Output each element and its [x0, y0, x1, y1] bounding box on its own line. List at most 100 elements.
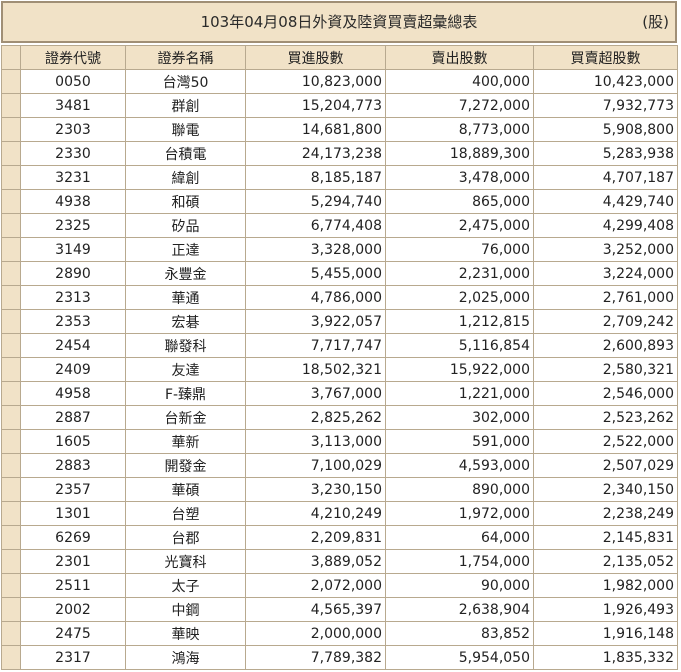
sell-shares-cell: 5,954,050	[385, 645, 534, 670]
stock-name-cell: 永豐金	[125, 261, 246, 286]
stock-name-cell: 光寶科	[125, 549, 246, 574]
buy-shares-cell: 18,502,321	[245, 357, 386, 382]
stock-name-cell: F-臻鼎	[125, 381, 246, 406]
net-shares-cell: 2,238,249	[533, 501, 678, 526]
stock-code-cell: 1301	[20, 501, 126, 526]
stock-name-cell: 群創	[125, 93, 246, 118]
row-marker	[1, 597, 21, 622]
table-row: 2409 友達 18,502,321 15,922,000 2,580,321	[1, 357, 678, 382]
table-row: 4958 F-臻鼎 3,767,000 1,221,000 2,546,000	[1, 381, 678, 406]
row-marker	[1, 213, 21, 238]
stock-name-cell: 華碩	[125, 477, 246, 502]
net-shares-cell: 2,580,321	[533, 357, 678, 382]
table-row: 3149 正達 3,328,000 76,000 3,252,000	[1, 237, 678, 262]
row-marker	[1, 333, 21, 358]
sell-shares-cell: 4,593,000	[385, 453, 534, 478]
net-shares-cell: 4,429,740	[533, 189, 678, 214]
buy-shares-cell: 2,825,262	[245, 405, 386, 430]
stock-name-cell: 鴻海	[125, 645, 246, 670]
stock-name-cell: 聯電	[125, 117, 246, 142]
stock-name-cell: 台郡	[125, 525, 246, 550]
column-header-buy-shares: 買進股數	[245, 45, 386, 70]
stock-name-cell: 華映	[125, 621, 246, 646]
stock-name-cell: 矽品	[125, 213, 246, 238]
stock-code-cell: 2325	[20, 213, 126, 238]
stock-name-cell: 華通	[125, 285, 246, 310]
row-marker	[1, 261, 21, 286]
net-shares-cell: 2,523,262	[533, 405, 678, 430]
stock-code-cell: 6269	[20, 525, 126, 550]
sell-shares-cell: 1,212,815	[385, 309, 534, 334]
table-row: 2454 聯發科 7,717,747 5,116,854 2,600,893	[1, 333, 678, 358]
sell-shares-cell: 90,000	[385, 573, 534, 598]
net-shares-cell: 2,546,000	[533, 381, 678, 406]
table-row: 3481 群創 15,204,773 7,272,000 7,932,773	[1, 93, 678, 118]
sell-shares-cell: 5,116,854	[385, 333, 534, 358]
row-marker	[1, 381, 21, 406]
stock-name-cell: 開發金	[125, 453, 246, 478]
sell-shares-cell: 2,475,000	[385, 213, 534, 238]
table-row: 2330 台積電 24,173,238 18,889,300 5,283,938	[1, 141, 678, 166]
buy-shares-cell: 10,823,000	[245, 69, 386, 94]
row-marker	[1, 285, 21, 310]
row-marker	[1, 453, 21, 478]
row-marker	[1, 69, 21, 94]
sell-shares-cell: 865,000	[385, 189, 534, 214]
sell-shares-cell: 400,000	[385, 69, 534, 94]
buy-shares-cell: 4,786,000	[245, 285, 386, 310]
stock-code-cell: 3231	[20, 165, 126, 190]
table-row: 2890 永豐金 5,455,000 2,231,000 3,224,000	[1, 261, 678, 286]
column-header-stock-code: 證券代號	[20, 45, 126, 70]
buy-shares-cell: 3,230,150	[245, 477, 386, 502]
stock-code-cell: 2475	[20, 621, 126, 646]
row-marker	[1, 429, 21, 454]
buy-shares-cell: 5,294,740	[245, 189, 386, 214]
stock-code-cell: 2454	[20, 333, 126, 358]
table-row: 2303 聯電 14,681,800 8,773,000 5,908,800	[1, 117, 678, 142]
sell-shares-cell: 7,272,000	[385, 93, 534, 118]
column-header-sell-shares: 賣出股數	[385, 45, 534, 70]
table-row: 2313 華通 4,786,000 2,025,000 2,761,000	[1, 285, 678, 310]
net-shares-cell: 3,252,000	[533, 237, 678, 262]
buy-shares-cell: 15,204,773	[245, 93, 386, 118]
table-row: 2475 華映 2,000,000 83,852 1,916,148	[1, 621, 678, 646]
buy-shares-cell: 3,328,000	[245, 237, 386, 262]
net-shares-cell: 2,709,242	[533, 309, 678, 334]
buy-shares-cell: 3,922,057	[245, 309, 386, 334]
stock-name-cell: 緯創	[125, 165, 246, 190]
table-row: 2511 太子 2,072,000 90,000 1,982,000	[1, 573, 678, 598]
stock-code-cell: 2887	[20, 405, 126, 430]
table-row: 2353 宏碁 3,922,057 1,212,815 2,709,242	[1, 309, 678, 334]
stock-name-cell: 台灣50	[125, 69, 246, 94]
buy-shares-cell: 8,185,187	[245, 165, 386, 190]
net-shares-cell: 2,507,029	[533, 453, 678, 478]
stock-code-cell: 2002	[20, 597, 126, 622]
table-body: 0050 台灣50 10,823,000 400,000 10,423,000 3481 群…	[1, 69, 678, 670]
buy-shares-cell: 3,889,052	[245, 549, 386, 574]
row-marker	[1, 189, 21, 214]
row-marker	[1, 549, 21, 574]
stock-name-cell: 宏碁	[125, 309, 246, 334]
sell-shares-cell: 591,000	[385, 429, 534, 454]
net-shares-cell: 2,761,000	[533, 285, 678, 310]
buy-shares-cell: 2,000,000	[245, 621, 386, 646]
stock-code-cell: 2883	[20, 453, 126, 478]
stock-code-cell: 3481	[20, 93, 126, 118]
net-shares-cell: 2,522,000	[533, 429, 678, 454]
sell-shares-cell: 2,638,904	[385, 597, 534, 622]
net-shares-cell: 1,835,332	[533, 645, 678, 670]
net-shares-cell: 5,283,938	[533, 141, 678, 166]
row-marker	[1, 117, 21, 142]
stock-code-cell: 2330	[20, 141, 126, 166]
stock-code-cell: 2409	[20, 357, 126, 382]
sell-shares-cell: 1,754,000	[385, 549, 534, 574]
net-shares-cell: 1,982,000	[533, 573, 678, 598]
net-shares-cell: 5,908,800	[533, 117, 678, 142]
table-row: 0050 台灣50 10,823,000 400,000 10,423,000	[1, 69, 678, 94]
table-row: 4938 和碩 5,294,740 865,000 4,429,740	[1, 189, 678, 214]
stock-code-cell: 2317	[20, 645, 126, 670]
sell-shares-cell: 2,025,000	[385, 285, 534, 310]
buy-shares-cell: 4,565,397	[245, 597, 386, 622]
stock-code-cell: 2357	[20, 477, 126, 502]
sell-shares-cell: 15,922,000	[385, 357, 534, 382]
